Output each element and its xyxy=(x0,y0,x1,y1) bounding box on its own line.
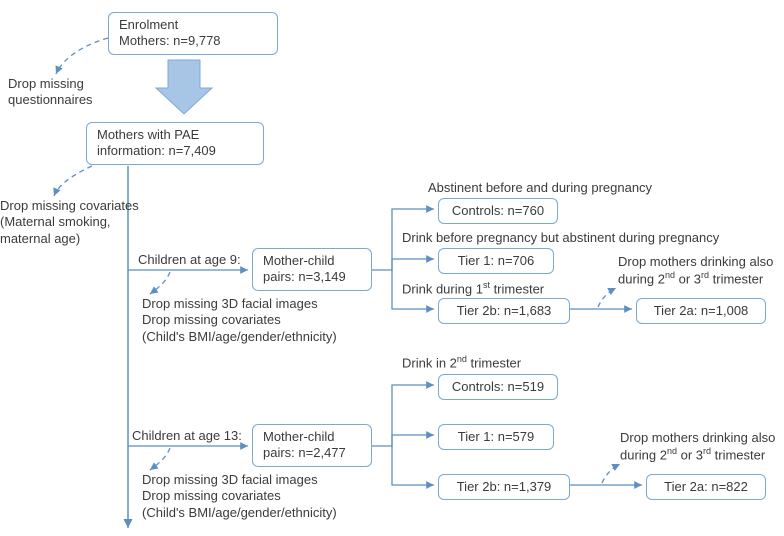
label-drop-q-l1: Drop missing xyxy=(8,76,93,92)
label-drop-cov-l1: Drop missing covariates xyxy=(0,198,139,214)
label-age13: Children at age 13: xyxy=(132,428,242,444)
box-tier2a-13: Tier 2a: n=822 xyxy=(646,474,766,500)
label-drop-cov-l2: (Maternal smoking, xyxy=(0,214,139,230)
box-controls9: Controls: n=760 xyxy=(438,198,558,224)
label-drinkbefore: Drink before pregnancy but abstinent dur… xyxy=(402,230,719,246)
box-tier1-9: Tier 1: n=706 xyxy=(438,248,554,274)
label-dropmoth13-l1: Drop mothers drinking also xyxy=(620,430,775,446)
box-pairs13: Mother-child pairs: n=2,477 xyxy=(252,424,372,467)
box-enrolment: Enrolment Mothers: n=9,778 xyxy=(108,12,278,55)
box-tier2b-13: Tier 2b: n=1,379 xyxy=(438,474,570,500)
arrow-big-down xyxy=(156,60,212,114)
label-age9-text: Children at age 9: xyxy=(138,252,241,267)
box-pairs9: Mother-child pairs: n=3,149 xyxy=(252,248,372,291)
label-abstinent-text: Abstinent before and during pregnancy xyxy=(428,180,652,195)
box-controls13-text: Controls: n=519 xyxy=(452,379,544,394)
box-pae: Mothers with PAE information: n=7,409 xyxy=(86,122,264,165)
box-tier2a-9-text: Tier 2a: n=1,008 xyxy=(654,303,749,318)
label-dropmoth13-l2: during 2nd or 3rd trimester xyxy=(620,446,775,464)
box-tier2b-13-text: Tier 2b: n=1,379 xyxy=(457,479,552,494)
box-tier2a-9: Tier 2a: n=1,008 xyxy=(636,298,766,324)
box-controls13: Controls: n=519 xyxy=(438,374,558,400)
label-dropmoth9: Drop mothers drinking also during 2nd or… xyxy=(618,254,773,288)
label-dropmoth9-l1: Drop mothers drinking also xyxy=(618,254,773,270)
label-drink2nd: Drink in 2nd trimester xyxy=(402,354,582,372)
label-dropmoth13: Drop mothers drinking also during 2nd or… xyxy=(620,430,775,464)
label-drinkbefore-text: Drink before pregnancy but abstinent dur… xyxy=(402,230,719,245)
label-drop9-l1: Drop missing 3D facial images xyxy=(142,296,337,312)
box-tier1-13-text: Tier 1: n=579 xyxy=(458,429,534,444)
box-pairs13-l1: Mother-child xyxy=(263,429,361,445)
label-drop13-l3: (Child's BMI/age/gender/ethnicity) xyxy=(142,505,337,521)
box-pairs9-l1: Mother-child xyxy=(263,253,361,269)
box-enrolment-l2: Mothers: n=9,778 xyxy=(119,33,267,49)
label-drop-covariates: Drop missing covariates (Maternal smokin… xyxy=(0,198,139,247)
label-drop9-l2: Drop missing covariates xyxy=(142,312,337,328)
box-tier1-13: Tier 1: n=579 xyxy=(438,424,554,450)
label-age13-text: Children at age 13: xyxy=(132,428,242,443)
label-drop13-l1: Drop missing 3D facial images xyxy=(142,472,337,488)
label-drink1st: Drink during 1st trimester xyxy=(402,280,544,298)
label-age9: Children at age 9: xyxy=(138,252,241,268)
label-drop-cov-l3: maternal age) xyxy=(0,231,139,247)
box-tier1-9-text: Tier 1: n=706 xyxy=(458,253,534,268)
label-drop9: Drop missing 3D facial images Drop missi… xyxy=(142,296,337,345)
box-tier2b-9: Tier 2b: n=1,683 xyxy=(438,298,570,324)
label-abstinent: Abstinent before and during pregnancy xyxy=(428,180,652,196)
box-tier2b-9-text: Tier 2b: n=1,683 xyxy=(457,303,552,318)
box-pae-l2: information: n=7,409 xyxy=(97,143,253,159)
box-enrolment-l1: Enrolment xyxy=(119,17,267,33)
label-dropmoth9-l2: during 2nd or 3rd trimester xyxy=(618,270,773,288)
label-drop-q-l2: questionnaires xyxy=(8,92,93,108)
box-tier2a-13-text: Tier 2a: n=822 xyxy=(664,479,748,494)
label-drop-questionnaires: Drop missing questionnaires xyxy=(8,76,93,109)
label-drop13: Drop missing 3D facial images Drop missi… xyxy=(142,472,337,521)
label-drop13-l2: Drop missing covariates xyxy=(142,488,337,504)
box-controls9-text: Controls: n=760 xyxy=(452,203,544,218)
box-pairs9-l2: pairs: n=3,149 xyxy=(263,269,361,285)
label-drop9-l3: (Child's BMI/age/gender/ethnicity) xyxy=(142,329,337,345)
box-pairs13-l2: pairs: n=2,477 xyxy=(263,445,361,461)
box-pae-l1: Mothers with PAE xyxy=(97,127,253,143)
